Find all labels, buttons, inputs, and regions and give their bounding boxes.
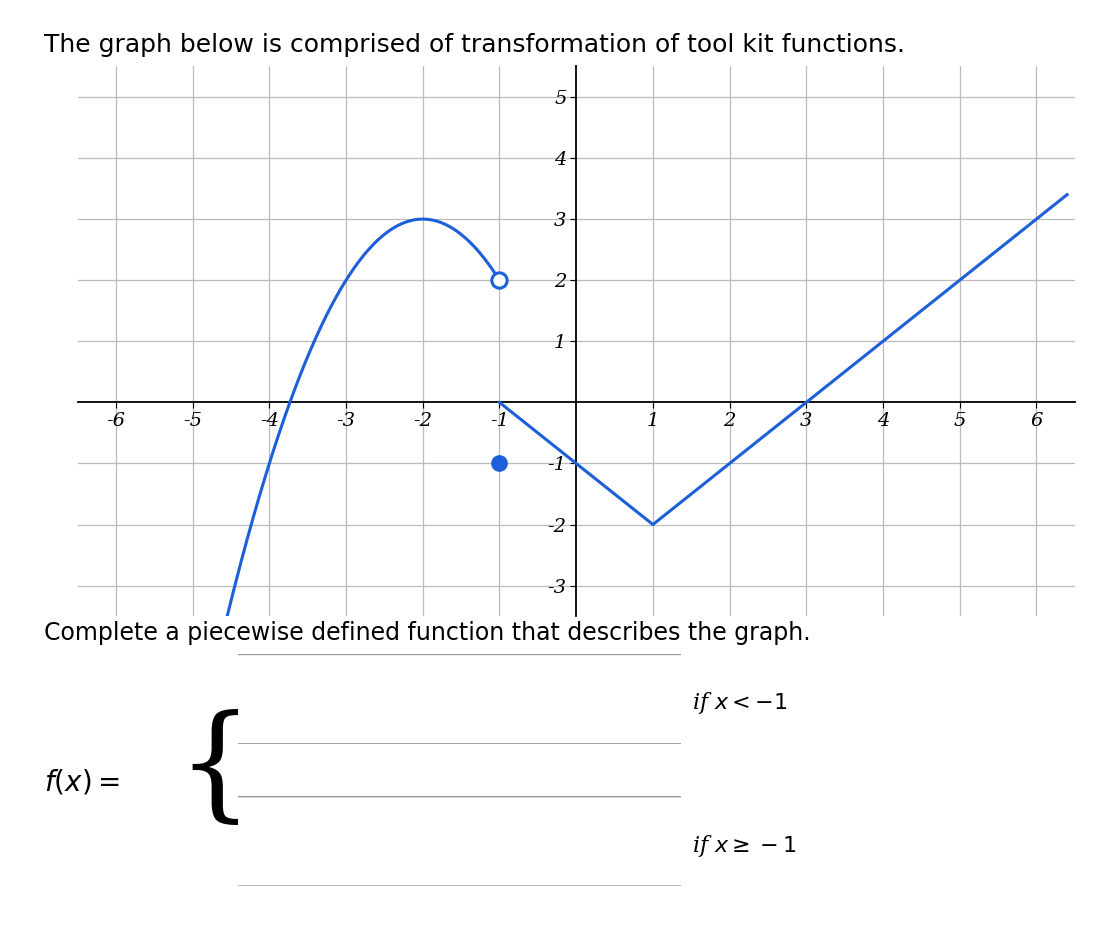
FancyBboxPatch shape bbox=[218, 654, 701, 744]
Text: if $x \geq  - 1$: if $x \geq - 1$ bbox=[692, 832, 797, 859]
Text: $f(x) =$: $f(x) =$ bbox=[44, 768, 120, 796]
Text: {: { bbox=[176, 710, 256, 830]
Text: if $x <  - 1$: if $x < - 1$ bbox=[692, 690, 788, 717]
Text: The graph below is comprised of transformation of tool kit functions.: The graph below is comprised of transfor… bbox=[44, 33, 905, 57]
Text: Complete a piecewise defined function that describes the graph.: Complete a piecewise defined function th… bbox=[44, 621, 811, 645]
FancyBboxPatch shape bbox=[218, 796, 701, 886]
